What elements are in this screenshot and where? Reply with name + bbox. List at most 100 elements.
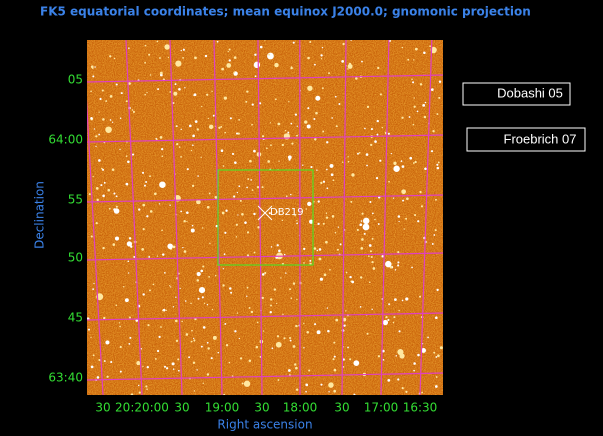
button[interactable]: Froebrich 07 xyxy=(466,127,586,152)
star xyxy=(351,173,355,177)
star xyxy=(334,95,337,98)
star xyxy=(320,54,323,57)
star xyxy=(412,81,415,84)
star xyxy=(261,186,264,189)
star xyxy=(436,113,439,115)
star xyxy=(125,182,129,186)
star xyxy=(295,324,298,328)
star xyxy=(230,291,233,294)
grid-line xyxy=(87,372,443,381)
star xyxy=(309,262,312,265)
star xyxy=(319,277,323,281)
star xyxy=(308,369,311,372)
star xyxy=(307,56,310,60)
star xyxy=(438,80,442,83)
star xyxy=(172,245,176,249)
button-label[interactable]: Froebrich 07 xyxy=(504,131,577,146)
star xyxy=(361,238,364,241)
star xyxy=(128,47,130,49)
star xyxy=(218,126,221,129)
star xyxy=(159,57,161,59)
star xyxy=(98,159,101,162)
star xyxy=(377,223,380,225)
button[interactable]: Dobashi 05 xyxy=(462,82,571,106)
star xyxy=(190,340,193,343)
star xyxy=(231,152,235,156)
star xyxy=(405,297,409,301)
star xyxy=(303,247,306,251)
star xyxy=(127,260,130,263)
star xyxy=(436,163,439,166)
star xyxy=(188,356,191,359)
star xyxy=(283,337,286,340)
star xyxy=(290,66,293,70)
star xyxy=(202,265,205,268)
star xyxy=(329,163,334,168)
star xyxy=(390,152,393,155)
button-frame[interactable] xyxy=(466,127,586,152)
star xyxy=(427,336,429,339)
star xyxy=(159,181,166,188)
grid-line xyxy=(419,40,433,395)
star xyxy=(296,134,298,137)
star xyxy=(356,228,359,232)
star xyxy=(212,114,215,117)
star xyxy=(327,329,330,333)
star xyxy=(313,118,316,121)
star xyxy=(365,153,369,156)
star xyxy=(411,78,413,80)
star xyxy=(196,271,201,277)
star xyxy=(236,312,239,314)
star xyxy=(371,237,374,240)
grid-line xyxy=(87,194,443,203)
star xyxy=(124,298,129,303)
star xyxy=(177,369,180,372)
star xyxy=(333,389,337,393)
star xyxy=(105,340,110,345)
star xyxy=(290,193,292,196)
star xyxy=(142,228,145,231)
star xyxy=(307,85,313,91)
star xyxy=(183,220,186,223)
star xyxy=(196,128,199,131)
star xyxy=(424,101,427,104)
star xyxy=(206,93,209,96)
star xyxy=(388,303,391,306)
star xyxy=(424,167,427,171)
star xyxy=(146,91,148,94)
star xyxy=(220,149,224,152)
star xyxy=(313,63,316,66)
star xyxy=(314,323,317,326)
star xyxy=(353,393,356,395)
star xyxy=(243,380,251,387)
button-frame[interactable] xyxy=(462,82,571,106)
star xyxy=(287,369,291,372)
star xyxy=(95,222,98,225)
star xyxy=(268,53,271,56)
star xyxy=(202,382,204,384)
star xyxy=(305,383,309,387)
star xyxy=(369,201,372,204)
star xyxy=(303,262,305,264)
star xyxy=(332,179,335,182)
button-label[interactable]: Dobashi 05 xyxy=(497,85,563,100)
star xyxy=(198,287,206,294)
star xyxy=(366,105,370,109)
star xyxy=(129,336,132,339)
star xyxy=(233,71,236,74)
star xyxy=(88,193,91,196)
star xyxy=(131,109,134,111)
star xyxy=(381,126,384,129)
star xyxy=(159,71,163,75)
star xyxy=(253,251,256,254)
grid-line xyxy=(87,312,443,321)
star xyxy=(350,40,352,41)
star xyxy=(164,272,166,274)
star xyxy=(321,46,324,49)
star xyxy=(228,361,231,364)
star xyxy=(238,185,241,188)
star xyxy=(269,298,273,301)
star xyxy=(103,181,106,184)
star xyxy=(303,347,305,349)
star xyxy=(436,166,440,170)
